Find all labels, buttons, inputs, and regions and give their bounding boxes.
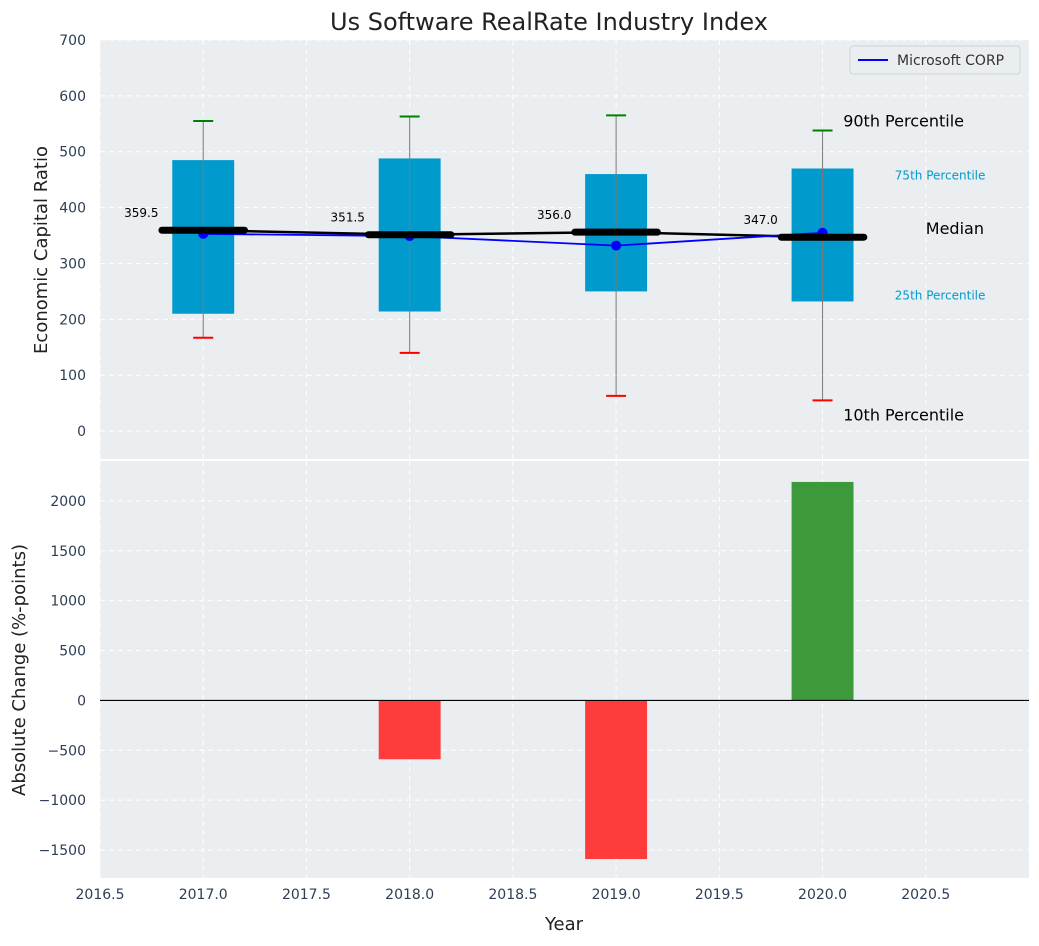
x-tick-label: 2017.0 <box>179 887 228 903</box>
x-axis-label: Year <box>544 914 584 935</box>
y-tick-label: 0 <box>77 693 86 709</box>
x-tick-label: 2017.5 <box>282 887 331 903</box>
y-tick-label: 300 <box>59 256 86 272</box>
median-label: 356.0 <box>537 208 571 222</box>
annotation-p75: 75th Percentile <box>895 168 986 182</box>
median-label: 351.5 <box>331 211 365 225</box>
y-tick-label: 500 <box>59 644 86 660</box>
y-tick-label: −1500 <box>39 843 86 859</box>
annotation-p90: 90th Percentile <box>843 112 964 131</box>
legend-box <box>849 45 1021 75</box>
change-bar <box>791 481 854 701</box>
x-tick-label: 2019.0 <box>592 887 641 903</box>
x-tick-label: 2018.5 <box>488 887 537 903</box>
series-line <box>203 231 823 247</box>
y-tick-label: 1000 <box>50 594 86 610</box>
annotation-median: Median <box>926 219 984 238</box>
y-tick-label: 500 <box>59 145 86 161</box>
median-trend-line <box>203 228 823 239</box>
y-tick-label: −1000 <box>39 793 86 809</box>
legend-label: Microsoft CORP <box>897 53 1004 69</box>
x-tick-label: 2020.0 <box>798 887 847 903</box>
y-tick-label: 1500 <box>50 544 86 560</box>
y-tick-label: 200 <box>59 312 86 328</box>
y-axis-label-bottom: Absolute Change (%-points) <box>9 544 30 796</box>
y-tick-label: 400 <box>59 201 86 217</box>
y-tick-label: 100 <box>59 368 86 384</box>
chart-title: Us Software RealRate Industry Index <box>330 8 768 36</box>
y-axis-label-top: Economic Capital Ratio <box>31 146 52 354</box>
plot-area-top <box>100 40 1029 459</box>
series-point <box>611 240 622 251</box>
change-bar <box>585 700 648 860</box>
y-tick-label: 700 <box>59 33 86 49</box>
y-tick-label: 600 <box>59 89 86 105</box>
x-tick-label: 2020.5 <box>901 887 950 903</box>
y-tick-label: 2000 <box>50 494 86 510</box>
y-tick-label: −500 <box>48 743 86 759</box>
x-tick-label: 2018.0 <box>385 887 434 903</box>
median-label: 347.0 <box>743 213 777 227</box>
annotation-p10: 10th Percentile <box>843 405 964 424</box>
annotation-p25: 25th Percentile <box>895 288 986 302</box>
change-panel: −1500 −1000 −500 0 500 1000 1500 2000 2016.5 2017… <box>39 461 1029 903</box>
median-label: 359.5 <box>124 206 158 220</box>
change-bar <box>378 700 441 760</box>
y-tick-label: 0 <box>77 424 86 440</box>
x-tick-label: 2019.5 <box>695 887 744 903</box>
box-panel: 0 100 200 300 400 500 600 700 359.5 351.5 356.0 347… <box>59 33 1029 459</box>
x-tick-label: 2016.5 <box>76 887 125 903</box>
plot-area-bottom <box>100 461 1029 878</box>
